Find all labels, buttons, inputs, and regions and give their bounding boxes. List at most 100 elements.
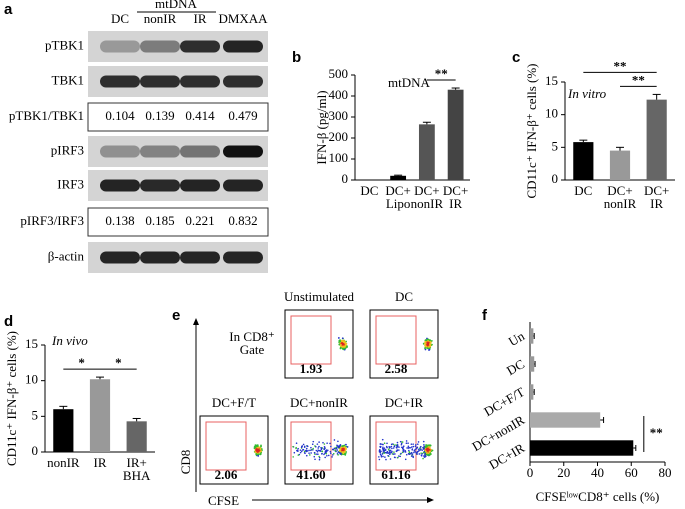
bar	[390, 175, 407, 180]
flow-dot	[402, 447, 404, 449]
flow-dot	[392, 443, 395, 446]
flow-dot	[260, 444, 262, 447]
flow-dot	[313, 455, 316, 458]
blot-band	[140, 251, 180, 264]
x-tick-label: DC+ nonIR	[410, 184, 444, 211]
flow-dot	[428, 339, 431, 342]
flow-dot	[345, 451, 348, 453]
flow-dot	[323, 443, 326, 445]
y-tick-label: 200	[329, 129, 349, 144]
flow-title: DC+IR	[385, 395, 424, 410]
flow-dot	[400, 443, 403, 446]
flow-dot	[387, 454, 389, 457]
flow-dot	[295, 447, 297, 450]
ratio-value: 0.139	[145, 108, 174, 123]
x-tick-label: 60	[625, 465, 638, 480]
flow-dot	[255, 453, 258, 456]
column-label: IR	[194, 11, 207, 26]
flow-dot	[325, 451, 327, 454]
flow-dot	[378, 456, 380, 458]
ratio-value: 0.479	[228, 108, 257, 123]
blot-band	[180, 75, 220, 88]
arrow-head	[427, 497, 434, 503]
y-axis-label: CD8	[178, 450, 193, 475]
flow-dot	[385, 458, 387, 461]
bar	[418, 124, 435, 180]
flow-dot	[335, 447, 337, 450]
flow-dot	[330, 445, 332, 448]
panel-label: b	[292, 49, 301, 66]
flow-dot	[422, 457, 424, 460]
x-axis-label: CFSEˡᵒʷCD8⁺ cells (%)	[536, 489, 660, 504]
x-tick-label: DC	[360, 184, 379, 198]
y-tick-label: 15	[545, 73, 558, 88]
bar	[530, 356, 535, 372]
arrow-head	[193, 318, 199, 325]
flow-dot	[318, 458, 321, 461]
flow-dot	[329, 442, 331, 445]
flow-dot	[396, 441, 399, 444]
flow-dot	[308, 452, 310, 454]
flow-dot	[425, 448, 428, 450]
flow-dot	[297, 454, 300, 456]
flow-dot	[423, 456, 426, 458]
flow-dot	[420, 454, 423, 457]
flow-value: 41.60	[296, 467, 325, 482]
y-tick-label: 10	[25, 372, 38, 387]
ratio-value: 0.185	[145, 213, 174, 228]
flow-dot	[327, 449, 329, 452]
flow-dot	[416, 443, 419, 445]
x-tick-label: 40	[591, 465, 604, 480]
flow-dot	[256, 445, 259, 448]
ratio-value: 0.414	[185, 108, 215, 123]
x-tick-label-box: nonIR	[47, 456, 80, 469]
flow-dot	[344, 448, 347, 451]
flow-dot	[318, 456, 321, 459]
flow-dot	[428, 341, 430, 344]
flow-dot	[342, 447, 345, 450]
flow-dot	[379, 445, 382, 448]
flow-dot	[413, 451, 415, 454]
flow-dot	[312, 447, 314, 450]
gate-label-box: In CD8⁺ Gate	[229, 330, 275, 357]
flow-dot	[345, 443, 347, 446]
blot-band	[180, 40, 220, 53]
flow-dot	[299, 451, 302, 454]
flow-dot	[415, 443, 417, 446]
x-tick-label-box: DC	[574, 184, 592, 197]
flow-dot	[322, 441, 324, 444]
flow-dot	[417, 441, 420, 443]
x-tick-label-box: IR	[93, 456, 107, 470]
gate-label: In CD8⁺ Gate	[229, 330, 275, 357]
flow-dot	[405, 440, 408, 442]
flow-dot	[390, 445, 393, 448]
flow-dot	[306, 450, 309, 452]
flow-dot	[398, 455, 400, 457]
x-tick-label: IR	[93, 456, 107, 470]
flow-dot	[396, 449, 398, 452]
flow-dot	[380, 455, 383, 458]
flow-dot	[297, 447, 299, 450]
flow-dot	[389, 453, 391, 456]
row-label: TBK1	[52, 72, 85, 87]
flow-dot	[385, 449, 387, 451]
flow-dot	[417, 450, 419, 453]
flow-dot	[260, 448, 263, 450]
blot-band	[100, 179, 140, 192]
bar	[530, 384, 534, 400]
flow-dot	[411, 448, 414, 450]
flow-dot	[292, 445, 294, 448]
flow-dot	[407, 442, 409, 444]
flow-dot	[412, 445, 415, 448]
flow-dot	[382, 451, 385, 453]
bar	[53, 409, 74, 452]
flow-dot	[332, 448, 335, 451]
flow-dot	[325, 452, 328, 455]
flow-dot	[340, 446, 343, 449]
flow-dot	[315, 453, 318, 455]
flow-dot	[323, 453, 325, 456]
flow-dot	[321, 450, 323, 453]
flow-dot	[302, 443, 305, 446]
flow-dot	[419, 449, 421, 452]
row-label: pIRF3	[51, 142, 84, 157]
